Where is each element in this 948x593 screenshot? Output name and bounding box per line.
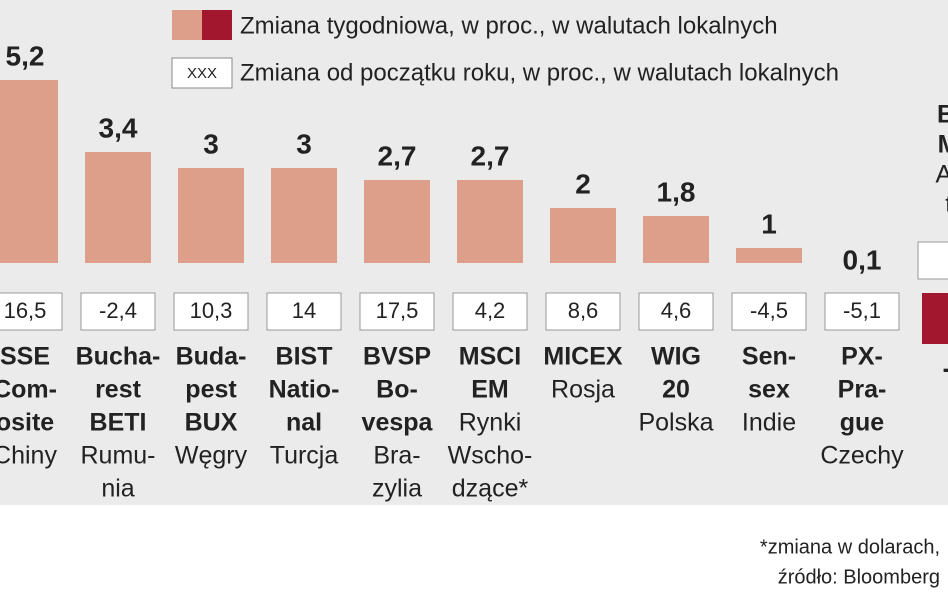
ytd-box	[917, 241, 948, 280]
footer-background	[0, 505, 948, 593]
bar	[364, 180, 430, 263]
category-label: Pra-	[838, 376, 887, 404]
category-label: osite	[0, 409, 54, 437]
legend-swatch	[172, 10, 202, 40]
category-label: sex	[748, 376, 790, 404]
ytd-label: 4,6	[661, 298, 692, 323]
ytd-box	[452, 292, 528, 331]
bar	[457, 180, 523, 263]
category-label: Com-	[0, 376, 57, 404]
category-label: PX-	[841, 343, 883, 371]
category-label: SSE	[0, 343, 50, 371]
category-label: zylia	[372, 475, 422, 503]
legend-label: Zmiana od początku roku, w proc., w walu…	[240, 59, 839, 86]
category-label: nal	[286, 409, 322, 437]
category-label: Polska	[638, 409, 713, 437]
category-label: BU	[937, 101, 948, 129]
ytd-box	[0, 292, 63, 331]
legend-marker: XXX	[187, 65, 217, 82]
ytd-label: -5,1	[843, 298, 881, 323]
bar	[643, 216, 709, 263]
category-label: WIG	[651, 343, 701, 371]
ytd-box	[545, 292, 621, 331]
category-label: BETI	[90, 409, 147, 437]
value-label: 1,8	[657, 176, 696, 207]
value-label: 1	[761, 208, 777, 239]
category-label: BUX	[185, 409, 238, 437]
category-label: BVSP	[363, 343, 431, 371]
category-label: Me	[938, 131, 948, 159]
category-label: Rosja	[551, 376, 615, 404]
category-label: Buda-	[176, 343, 247, 371]
category-label: vespa	[362, 409, 434, 437]
category-label: MSCI	[459, 343, 522, 371]
ytd-label: -2,4	[99, 298, 137, 323]
category-label: nia	[101, 475, 134, 503]
category-label: rest	[95, 376, 142, 404]
bar	[736, 248, 802, 263]
legend-box	[171, 57, 233, 89]
ytd-label: 8,6	[568, 298, 599, 323]
value-label: 3,4	[99, 112, 138, 143]
value-label: 2	[575, 168, 591, 199]
bar	[0, 80, 58, 263]
category-label: Bucha-	[76, 343, 161, 371]
ytd-box	[80, 292, 156, 331]
category-label: ty	[945, 191, 948, 219]
value-label: 0,1	[843, 244, 882, 275]
category-label: Sen-	[742, 343, 796, 371]
bar	[85, 152, 151, 263]
value-label: 5,2	[6, 40, 45, 71]
bar	[550, 208, 616, 263]
category-label: BIST	[276, 343, 333, 371]
ytd-box	[824, 292, 900, 331]
value-label: 3	[296, 128, 312, 159]
value-label: 2,7	[378, 140, 417, 171]
category-label: Indie	[742, 409, 796, 437]
ytd-label: 14	[292, 298, 316, 323]
category-label: Arg	[936, 161, 948, 189]
value-label: -1	[943, 352, 948, 383]
category-label: EM	[471, 376, 509, 404]
category-label: dzące*	[452, 475, 529, 503]
category-label: pest	[185, 376, 237, 404]
footnote: *zmiana w dolarach,	[760, 536, 940, 558]
ytd-box	[731, 292, 807, 331]
ytd-label: -4,5	[750, 298, 788, 323]
legend-label: Zmiana tygodniowa, w proc., w walutach l…	[240, 12, 778, 39]
ytd-label: 10,3	[190, 298, 233, 323]
category-label: Rynki	[459, 409, 522, 437]
category-label: MICEX	[543, 343, 623, 371]
footnote: źródło: Bloomberg	[778, 566, 940, 588]
category-label: Turcja	[270, 442, 339, 470]
category-label: Chiny	[0, 442, 57, 470]
category-label: Czechy	[820, 442, 904, 470]
ytd-box	[638, 292, 714, 331]
value-label: 3	[203, 128, 219, 159]
ytd-label: 16,5	[4, 298, 47, 323]
value-label: 2,7	[471, 140, 510, 171]
bar	[178, 168, 244, 263]
category-label: gue	[840, 409, 885, 437]
category-label: 20	[662, 376, 690, 404]
ytd-label: 4,2	[475, 298, 506, 323]
category-label: Wscho-	[448, 442, 533, 470]
ytd-box	[266, 292, 342, 331]
category-label: Natio-	[269, 376, 340, 404]
category-label: Rumu-	[80, 442, 155, 470]
ytd-label: 17,5	[376, 298, 419, 323]
category-label: Węgry	[175, 442, 248, 470]
legend-swatch	[202, 10, 232, 40]
category-label: Bo-	[376, 376, 418, 404]
bar	[271, 168, 337, 263]
ytd-box	[359, 292, 435, 331]
ytd-box	[173, 292, 249, 331]
category-label: Bra-	[373, 442, 420, 470]
bar	[922, 293, 948, 344]
